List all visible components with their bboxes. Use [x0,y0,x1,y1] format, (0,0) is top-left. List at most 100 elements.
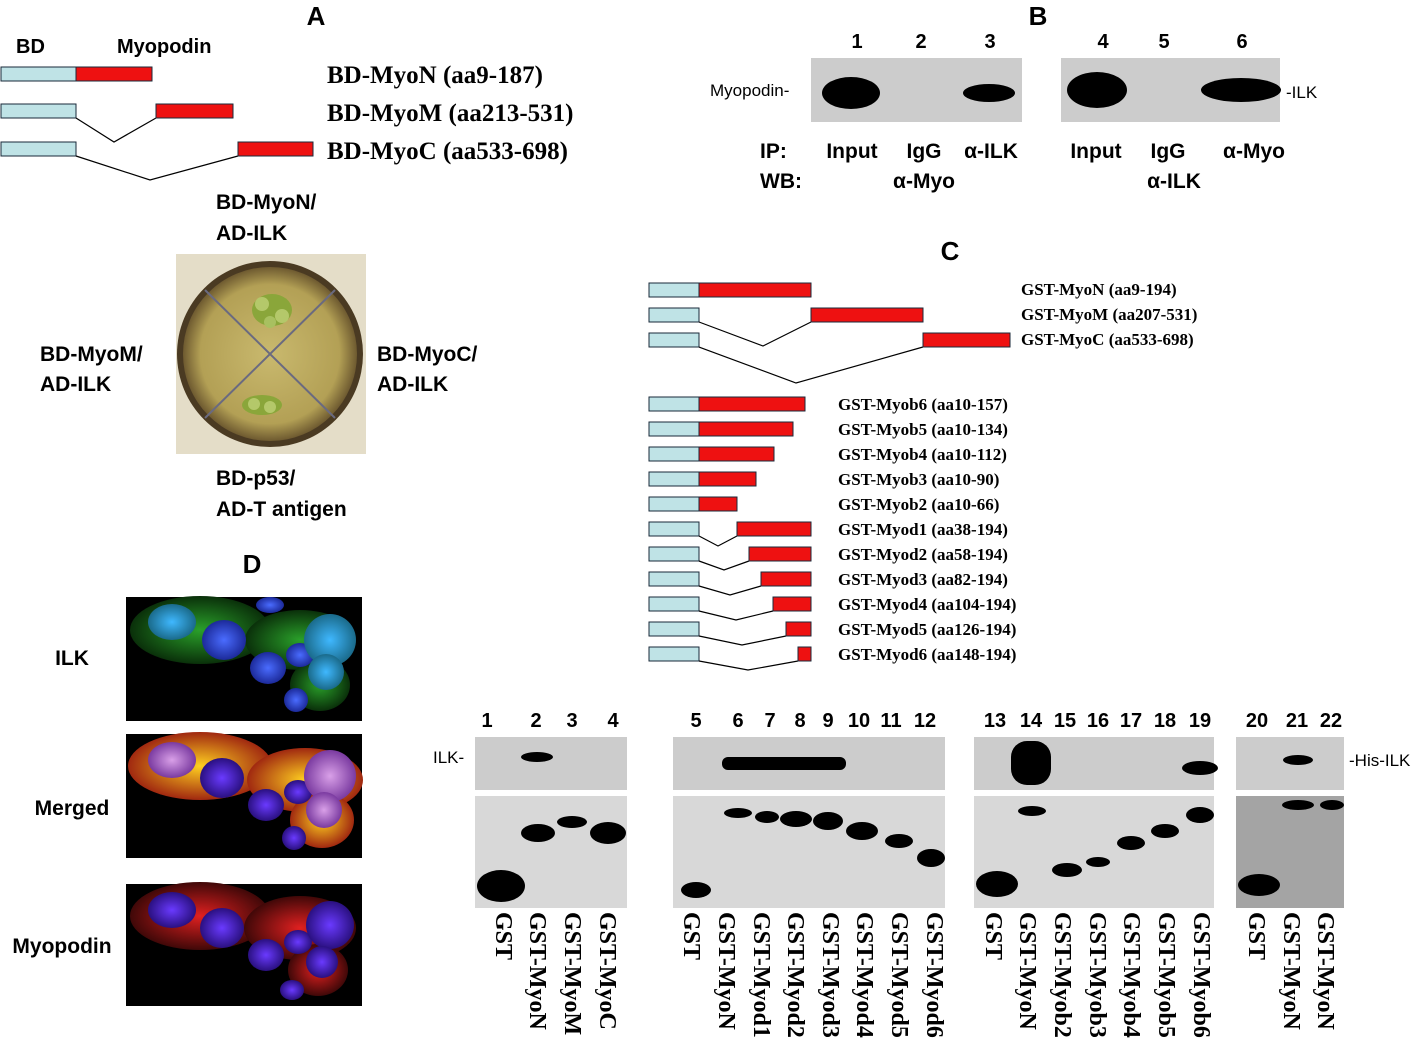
construct-label: GST-Myod3 (aa82-194) [838,570,1008,589]
lane-label: GST-MyoN [1312,912,1338,1030]
blot-band [1117,836,1145,850]
construct-label: GST-Myod2 (aa58-194) [838,545,1008,564]
construct-label: GST-Myob5 (aa10-134) [838,420,1008,439]
cell-nucleus [200,758,244,798]
myo-segment [698,396,806,412]
ilk-blot-1 [475,737,627,790]
blot-band [780,811,812,827]
cell-nucleus [200,908,244,948]
lane-label: GST [490,912,516,960]
gst-box [648,446,700,462]
gst-box [648,546,700,562]
gst-box [648,307,700,323]
lane-number: 18 [1154,710,1176,732]
deletion-line [698,560,750,571]
myo-segment [698,421,794,437]
micrograph-myopodin [126,882,362,1006]
cell-nucleus [304,750,356,802]
cell-nucleus [148,604,196,640]
blot-band [1011,741,1051,785]
gst-box [648,282,700,298]
lane-number: 4 [1097,31,1109,53]
myo-segment [698,496,738,512]
lane-number: 16 [1087,710,1109,732]
lane-number: 9 [822,710,833,732]
lane-number: 20 [1246,710,1268,732]
deletion-line [698,346,924,384]
panel-c-letter: C [941,236,960,266]
plate-label-top: AD-ILK [216,222,287,245]
lane-label: GST-MyoM [559,912,585,1035]
micrograph-ilk [126,596,362,721]
lane-number: 1 [851,31,862,53]
lane-number: 19 [1189,710,1211,732]
blot-band [1052,863,1082,877]
his-ilk-band-label: -His-ILK [1349,751,1411,770]
ip-row-label: IP: [760,140,787,163]
lane-label: GST-Myob4 [1118,912,1144,1038]
myo-segment [922,332,1011,348]
cell-nucleus [248,939,284,971]
construct-label: GST-Myod4 (aa104-194) [838,595,1016,614]
lane-number: 6 [732,710,743,732]
lane-number: 21 [1286,710,1308,732]
gst-box [648,646,700,662]
myo-segment [748,546,812,562]
yeast-plate-photo [176,254,366,454]
construct-label: GST-Myod1 (aa38-194) [838,520,1008,539]
cell-nucleus [148,892,196,928]
lane-label: GST-Myob6 [1188,912,1214,1038]
myo-segment [736,521,812,537]
yeast-colony [242,395,282,415]
gst-box [648,571,700,587]
lane-number: 5 [1158,31,1169,53]
lane-number: 4 [607,710,619,732]
myo-segment [810,307,924,323]
plate-label-right: BD-MyoC/ [377,343,477,366]
blot-band [590,822,626,844]
gst-box [648,332,700,348]
gst-box [648,496,700,512]
deletion-line [75,117,157,143]
myo-segment [237,141,314,157]
ip-value: α-ILK [964,140,1018,163]
plate-quadrant-line [204,289,336,419]
blot-band [963,84,1015,102]
lane-label: GST-Myod6 [921,912,947,1038]
deletion-line [698,321,812,347]
plate-label-right: AD-ILK [377,373,448,396]
yeast-colony [255,297,269,311]
myo-segment [785,621,812,637]
construct-label: GST-Myob4 (aa10-112) [838,445,1007,464]
wb-row-label: WB: [760,170,802,193]
lane-number: 15 [1054,710,1076,732]
lane-number: 3 [984,31,995,53]
plate-label-left: BD-MyoM/ [40,343,143,366]
construct-diagram-c-group2 [648,396,812,671]
myo-segment [75,66,153,82]
blot-band [917,849,945,867]
blot-band [1201,78,1281,102]
myo-segment [760,571,812,587]
blot-band [1320,800,1344,810]
cell-nucleus [250,652,286,684]
blot-band [1282,800,1314,810]
blot-band [976,871,1018,897]
construct-label: GST-Myob2 (aa10-66) [838,495,999,514]
gst-box [648,521,700,537]
wb-value: α-Myo [893,170,955,193]
blot-band [557,816,587,828]
cell-nucleus [280,980,304,1000]
lane-label: GST [980,912,1006,960]
myopodin-label: Myopodin [117,36,211,58]
blot-band [724,808,752,818]
blot-band [1151,824,1179,838]
myo-segment [155,103,234,119]
lane-number: 3 [566,710,577,732]
lane-label: GST-MyoN [1014,912,1040,1030]
lane-label: GST [1243,912,1269,960]
yeast-colony [275,309,289,323]
lane-label: GST-MyoN [713,912,739,1030]
construct-label: GST-Myob6 (aa10-157) [838,395,1008,414]
